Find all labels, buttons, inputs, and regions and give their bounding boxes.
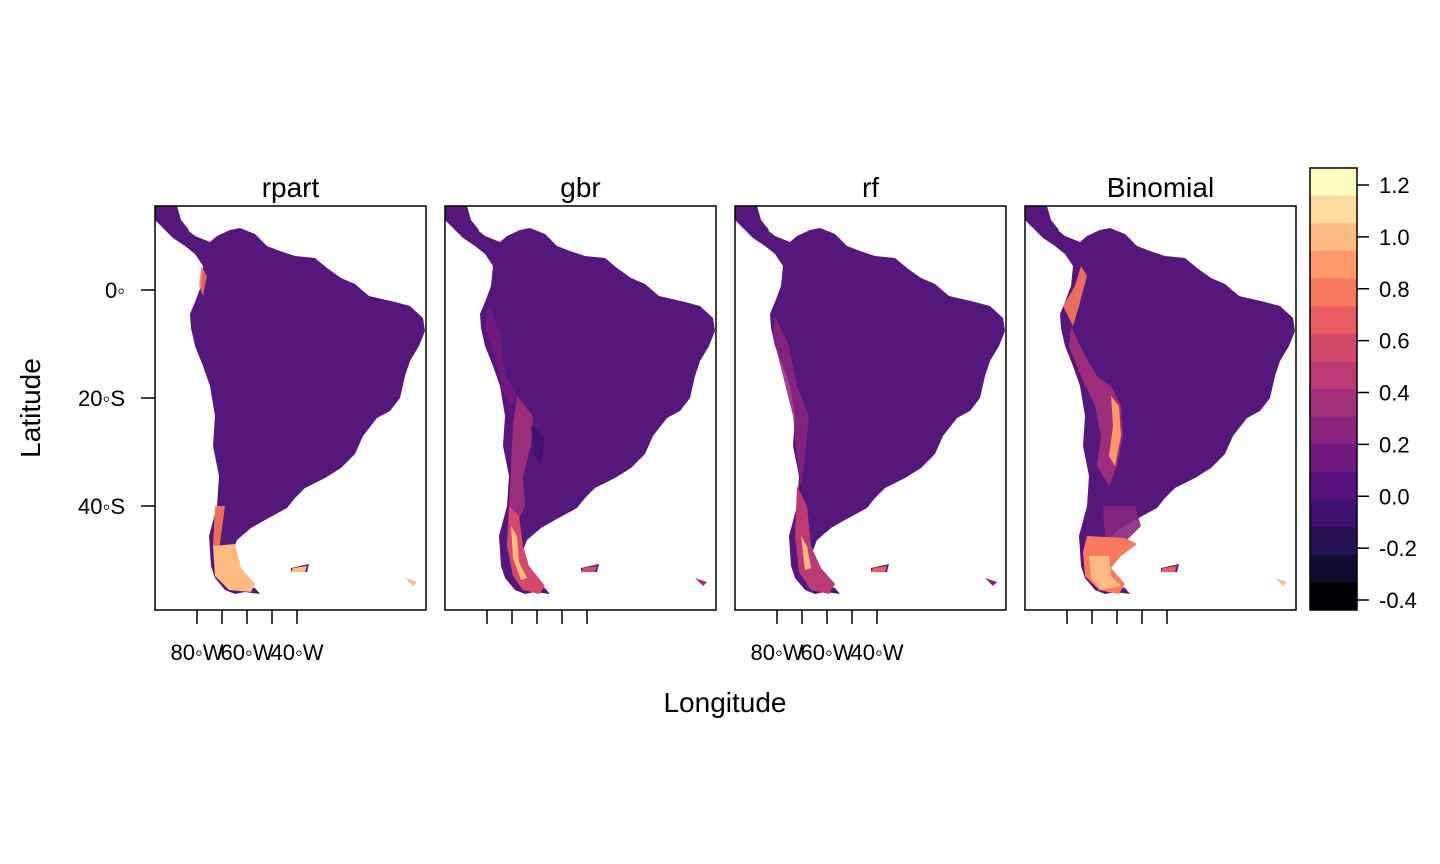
- central-america-landmass: [1025, 206, 1059, 234]
- value-region-2: [199, 266, 207, 296]
- colorkey-border: [1309, 167, 1358, 611]
- y-tick-label: 0◦: [105, 278, 125, 303]
- colorkey-swatch: [1310, 306, 1357, 335]
- colorkey-label: 0.6: [1379, 329, 1410, 354]
- colorkey-swatch: [1310, 250, 1357, 279]
- colorkey-label: 1.2: [1379, 173, 1410, 198]
- continent-map: [1025, 206, 1295, 594]
- panel-binomial: Binomial: [1024, 172, 1297, 624]
- colorkey-label: -0.2: [1379, 536, 1417, 561]
- colorkey-swatch: [1310, 499, 1357, 528]
- colorkey-label: 0.0: [1379, 484, 1410, 509]
- value-region-3: [291, 566, 307, 572]
- continent-map: [735, 206, 1005, 594]
- colorkey-swatch: [1310, 471, 1357, 500]
- panel-border: [154, 205, 427, 611]
- panel-title: gbr: [560, 172, 600, 203]
- colorkey-swatch: [1310, 333, 1357, 362]
- colorkey-label: 0.8: [1379, 277, 1410, 302]
- panel-rf: rf 80◦W60◦W40◦W: [734, 172, 1007, 665]
- value-region-0: [773, 316, 809, 486]
- colorkey-swatch: [1310, 554, 1357, 583]
- colorkey-swatch: [1310, 195, 1357, 224]
- panel-gbr: gbr: [444, 172, 717, 624]
- colorkey-swatch: [1310, 416, 1357, 445]
- value-region-4: [405, 578, 417, 586]
- value-region-7: [1275, 578, 1287, 586]
- value-region-1: [509, 396, 533, 526]
- x-tick-label: 60◦W: [800, 640, 853, 665]
- value-region-0: [1063, 266, 1087, 326]
- value-region-6: [1161, 566, 1177, 572]
- panel-border: [734, 205, 1007, 611]
- value-region-2: [1109, 396, 1121, 466]
- colorkey-label: 1.0: [1379, 225, 1410, 250]
- value-region-5: [1089, 556, 1121, 590]
- colorkey-swatch: [1310, 389, 1357, 418]
- colorkey-swatch: [1310, 582, 1357, 611]
- value-region-1: [213, 544, 255, 592]
- value-region-2: [801, 536, 811, 570]
- panel-title: rpart: [262, 172, 320, 203]
- value-region-1: [1069, 326, 1123, 486]
- x-tick-label: 40◦W: [270, 640, 323, 665]
- x-axis-label: Longitude: [663, 687, 786, 718]
- panel-title: Binomial: [1107, 172, 1214, 203]
- central-america-landmass: [735, 206, 769, 234]
- central-america-landmass: [445, 206, 479, 234]
- value-region-3: [511, 526, 527, 580]
- value-region-0: [485, 306, 517, 406]
- panel-rpart: rpart 80◦W60◦W40◦W 0◦ 20◦S 40◦S: [78, 172, 427, 665]
- panel-border: [444, 205, 717, 611]
- x-tick-label: 40◦W: [850, 640, 903, 665]
- value-region-4: [985, 578, 997, 586]
- value-region-5: [581, 566, 597, 572]
- colorkey-swatch: [1310, 223, 1357, 252]
- value-region-3: [871, 566, 887, 572]
- continent-map: [445, 206, 715, 594]
- colorkey-swatch: [1310, 361, 1357, 390]
- x-tick-label: 60◦W: [220, 640, 273, 665]
- x-tick-label: 80◦W: [750, 640, 803, 665]
- colorkey-swatch: [1310, 444, 1357, 473]
- value-region-2: [507, 506, 545, 594]
- value-region-4: [531, 426, 545, 466]
- panel-title: rf: [862, 172, 879, 203]
- x-tick-label: 80◦W: [170, 640, 223, 665]
- colorkey-swatch: [1310, 527, 1357, 556]
- y-tick-label: 40◦S: [78, 494, 125, 519]
- colorkey-label: -0.4: [1379, 588, 1417, 613]
- continent-map: [155, 206, 425, 594]
- central-america-landmass: [155, 206, 189, 234]
- colorkey-label: 0.2: [1379, 432, 1410, 457]
- value-region-3: [1103, 506, 1141, 546]
- colorkey-swatch: [1310, 168, 1357, 197]
- panel-border: [1024, 205, 1297, 611]
- y-tick-label: 20◦S: [78, 386, 125, 411]
- colorkey-label: 0.4: [1379, 381, 1410, 406]
- colorkey-swatch: [1310, 278, 1357, 307]
- value-region-6: [695, 578, 707, 586]
- y-axis-label: Latitude: [15, 358, 46, 458]
